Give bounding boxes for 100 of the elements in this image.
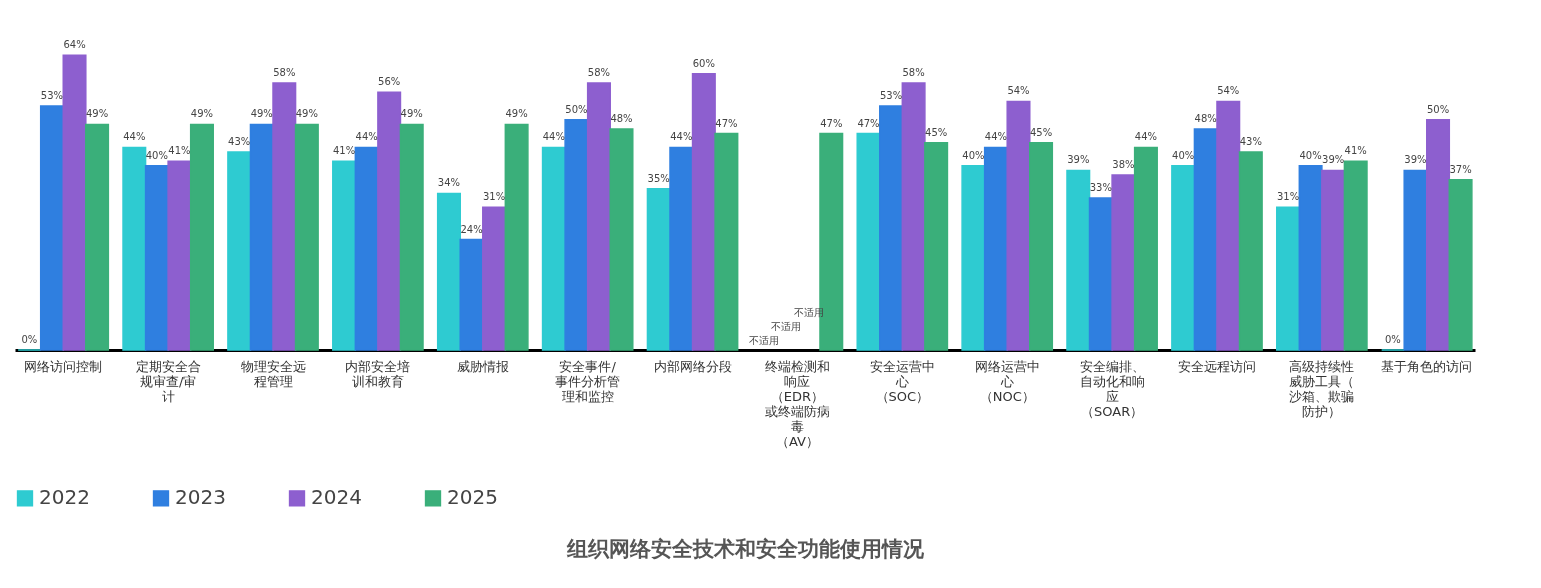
data-label: 35%: [647, 172, 670, 184]
bar: [1321, 169, 1346, 351]
data-label: 40%: [145, 149, 168, 161]
bar: [1171, 165, 1196, 351]
data-label: 58%: [273, 66, 296, 78]
bar: [1133, 146, 1158, 351]
bar: [1216, 100, 1241, 351]
bar: [901, 82, 926, 351]
bar: [1448, 178, 1473, 351]
bar: [1193, 128, 1218, 351]
data-label: 41%: [168, 145, 191, 157]
data-label: 49%: [295, 108, 318, 120]
data-label: 49%: [505, 108, 528, 120]
bar: [144, 165, 169, 351]
bar: [62, 54, 87, 351]
data-label: 50%: [565, 103, 588, 115]
bar: [504, 123, 529, 351]
data-label: 34%: [437, 177, 461, 189]
data-label: 31%: [1276, 191, 1300, 203]
bar: [272, 82, 297, 351]
data-label: 49%: [85, 108, 109, 120]
data-label: 40%: [962, 149, 985, 161]
bar: [436, 192, 461, 351]
bar: [1029, 142, 1054, 351]
bar: [1111, 174, 1136, 351]
bar: [564, 119, 589, 351]
bar: [961, 165, 986, 351]
bar: [459, 238, 484, 351]
bar: [1426, 119, 1451, 351]
bar: [856, 132, 881, 351]
bar: [227, 151, 252, 351]
bar: [122, 146, 147, 351]
x-tick-label: 安全编排、自动化和响应（SOAR）: [1079, 358, 1145, 419]
data-label: 54%: [1217, 85, 1240, 97]
bar: [691, 73, 716, 351]
legend-label: 2022: [39, 485, 90, 510]
x-tick-label: 基于角色的访问: [1381, 358, 1473, 374]
bar: [586, 82, 611, 351]
bar: [1066, 169, 1091, 351]
bar: [669, 146, 694, 351]
data-label: 40%: [1172, 149, 1195, 161]
data-label: 39%: [1404, 154, 1427, 166]
legend-label: 2024: [311, 485, 362, 510]
bar: [1088, 197, 1113, 351]
x-tick-label: 高级持续性威胁工具（沙箱、欺骗防护）: [1289, 358, 1355, 419]
bar: [1403, 169, 1428, 351]
bar: [924, 142, 949, 351]
bar: [983, 146, 1008, 351]
data-label: 44%: [355, 131, 378, 143]
data-label: 39%: [1322, 154, 1345, 166]
bar: [1276, 206, 1301, 351]
legend-label: 2023: [175, 485, 226, 510]
data-label: 40%: [1299, 149, 1322, 161]
data-label: 56%: [378, 76, 401, 88]
x-tick-label: 网络访问控制: [24, 358, 103, 374]
data-label: 37%: [1449, 163, 1472, 175]
text: 组织网络安全技术和安全功能使用情况: [565, 537, 925, 561]
bar: [1298, 165, 1323, 351]
data-label: 64%: [63, 39, 86, 51]
x-tick-label: 安全运营中心（SOC）: [869, 358, 935, 404]
data-label: 47%: [857, 117, 880, 129]
data-label: 44%: [1134, 131, 1158, 143]
bar: [85, 123, 110, 351]
data-label: 0%: [1384, 334, 1401, 345]
data-label: 48%: [610, 113, 633, 125]
data-label: 53%: [879, 90, 903, 101]
data-label: 44%: [123, 131, 146, 143]
data-label: 53%: [40, 90, 64, 101]
data-label: 41%: [1344, 145, 1367, 157]
x-tick-label: 内部安全培训和教育: [345, 358, 411, 389]
bar: [646, 188, 671, 351]
x-tick-label: 网络运营中心（NOC）: [974, 358, 1040, 404]
x-tick-label: 终端检测和响应（EDR）或终端防病毒（AV）: [764, 358, 830, 449]
bar: [354, 146, 379, 351]
data-label: 45%: [925, 126, 948, 138]
data-label: 24%: [460, 223, 483, 235]
bar: [249, 123, 274, 351]
bar: [377, 91, 402, 351]
data-label: 49%: [400, 108, 423, 120]
data-label: 50%: [1426, 103, 1450, 115]
legend-label: 2025: [447, 485, 498, 510]
bar: [541, 146, 566, 351]
data-label: 43%: [1239, 136, 1262, 148]
bar: [609, 128, 634, 351]
data-label: 38%: [1112, 159, 1135, 171]
data-label: 0%: [21, 334, 38, 345]
bar: [294, 123, 319, 351]
bar: [1006, 100, 1031, 351]
data-label: 31%: [482, 191, 506, 203]
data-label: 43%: [228, 136, 251, 148]
bar: [332, 160, 357, 351]
bar: [1238, 151, 1263, 351]
x-tick-label: 定期安全合规审查/审计: [135, 358, 201, 404]
data-label: 49%: [250, 108, 273, 120]
data-label: 54%: [1007, 85, 1030, 97]
text: 不适用: [771, 321, 802, 332]
data-label: 44%: [984, 131, 1008, 143]
text: 不适用: [748, 335, 779, 346]
bar: [714, 132, 739, 351]
bar: [189, 123, 214, 351]
